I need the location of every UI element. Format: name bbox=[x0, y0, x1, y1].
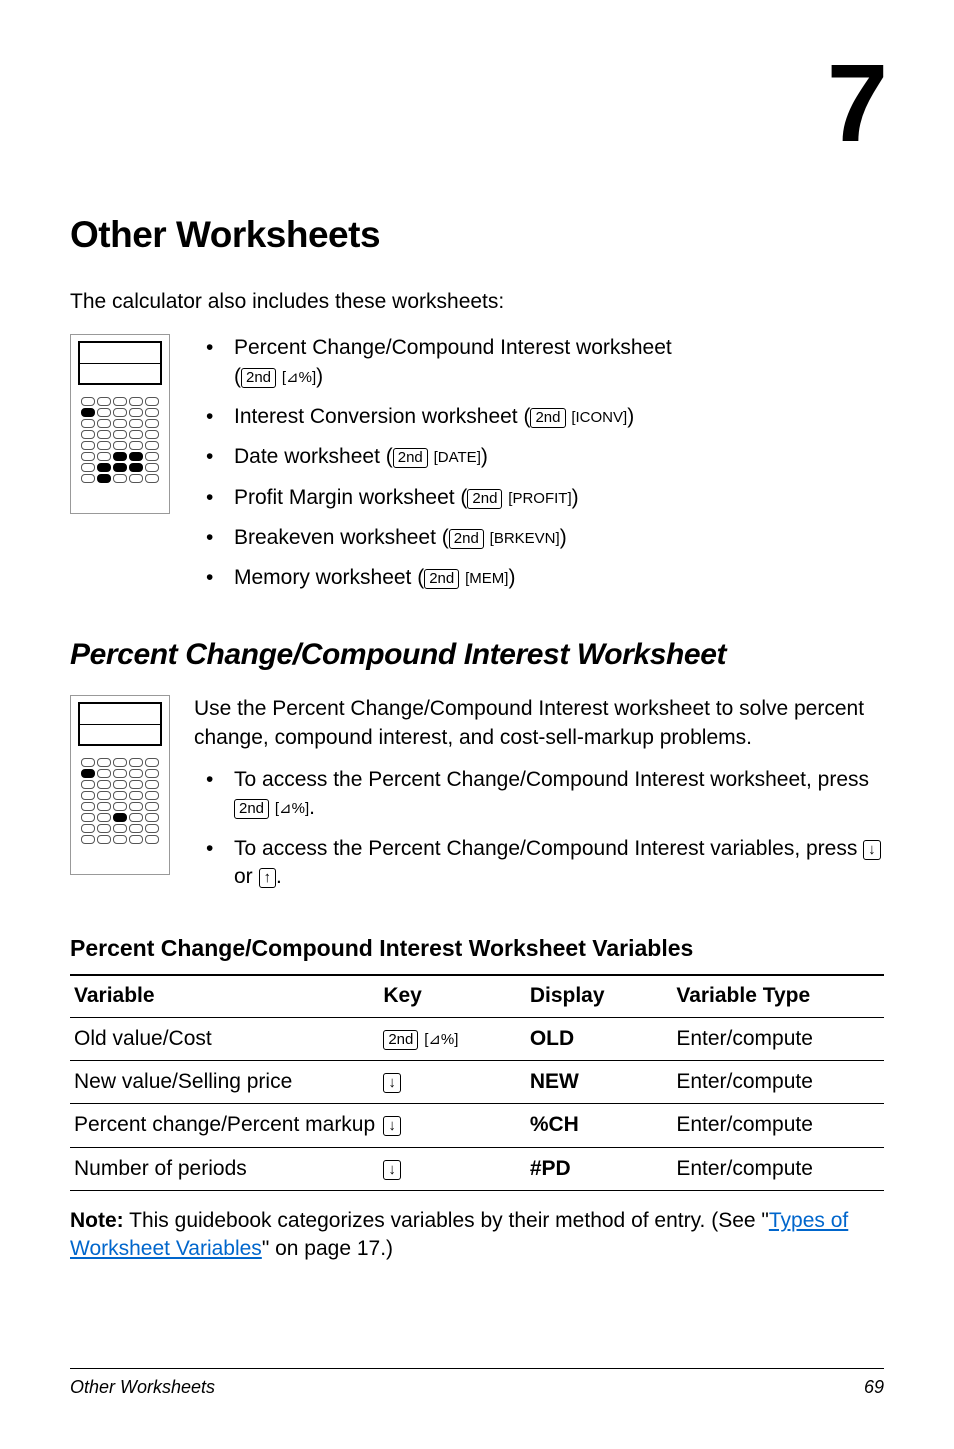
bullet-text: Profit Margin worksheet bbox=[234, 486, 460, 509]
note-label: Note: bbox=[70, 1209, 124, 1232]
key-function: ICONV bbox=[571, 409, 627, 427]
key-function: PROFIT bbox=[508, 490, 571, 508]
cell-variable: Old value/Cost bbox=[70, 1017, 379, 1060]
cell-variable: Number of periods bbox=[70, 1147, 379, 1190]
key-function: MEM bbox=[465, 570, 508, 588]
col-type: Variable Type bbox=[672, 975, 884, 1017]
key-2nd: 2nd bbox=[467, 489, 502, 509]
section-paragraph: Use the Percent Change/Compound Interest… bbox=[194, 695, 884, 752]
key-glyph: 2nd bbox=[383, 1030, 418, 1050]
table-row: Number of periods↓ #PDEnter/compute bbox=[70, 1147, 884, 1190]
list-item: Interest Conversion worksheet (2nd ICONV… bbox=[194, 403, 672, 431]
cell-display: %CH bbox=[526, 1104, 673, 1147]
cell-variable: Percent change/Percent markup bbox=[70, 1104, 379, 1147]
list-item: Memory worksheet (2nd MEM) bbox=[194, 564, 672, 592]
cell-type: Enter/compute bbox=[672, 1060, 884, 1103]
note-body: This guidebook categorizes variables by … bbox=[124, 1209, 769, 1232]
cell-variable: New value/Selling price bbox=[70, 1060, 379, 1103]
cell-type: Enter/compute bbox=[672, 1104, 884, 1147]
list-item: Percent Change/Compound Interest workshe… bbox=[194, 334, 672, 391]
key-2nd: 2nd bbox=[393, 448, 428, 468]
list-item: Date worksheet (2nd DATE) bbox=[194, 443, 672, 471]
key-2nd: 2nd bbox=[530, 408, 565, 428]
key-glyph: ↓ bbox=[863, 840, 881, 860]
key-function: ⊿% bbox=[424, 1031, 458, 1049]
key-glyph: ↓ bbox=[383, 1073, 401, 1093]
calculator-illustration-2 bbox=[70, 695, 170, 875]
list-item: To access the Percent Change/Compound In… bbox=[194, 835, 884, 892]
cell-display: OLD bbox=[526, 1017, 673, 1060]
bullet-text: Memory worksheet bbox=[234, 566, 417, 589]
section-heading: Percent Change/Compound Interest Workshe… bbox=[70, 635, 884, 676]
footer-title: Other Worksheets bbox=[70, 1375, 215, 1399]
cell-key: ↓ bbox=[379, 1104, 526, 1147]
key-function: BRKEVN bbox=[490, 530, 560, 548]
cell-display: NEW bbox=[526, 1060, 673, 1103]
note-paragraph: Note: This guidebook categorizes variabl… bbox=[70, 1207, 884, 1264]
bullet-text: Interest Conversion worksheet bbox=[234, 405, 523, 428]
col-variable: Variable bbox=[70, 975, 379, 1017]
key-2nd: 2nd bbox=[424, 569, 459, 589]
bullet-text: Percent Change/Compound Interest workshe… bbox=[234, 336, 672, 359]
key-function: ⊿% bbox=[282, 369, 316, 387]
intro-text: The calculator also includes these works… bbox=[70, 288, 884, 316]
list-item: Profit Margin worksheet (2nd PROFIT) bbox=[194, 484, 672, 512]
section-bullets: To access the Percent Change/Compound In… bbox=[194, 766, 884, 891]
col-key: Key bbox=[379, 975, 526, 1017]
key-function: DATE bbox=[434, 449, 481, 467]
table-row: New value/Selling price↓ NEWEnter/compute bbox=[70, 1060, 884, 1103]
key-2nd: 2nd bbox=[241, 368, 276, 388]
table-row: Percent change/Percent markup↓ %CHEnter/c… bbox=[70, 1104, 884, 1147]
calculator-illustration-1 bbox=[70, 334, 170, 514]
key-2nd: 2nd bbox=[449, 529, 484, 549]
cell-type: Enter/compute bbox=[672, 1017, 884, 1060]
chapter-number: 7 bbox=[827, 30, 884, 179]
page-title: Other Worksheets bbox=[70, 210, 884, 260]
page-number: 69 bbox=[864, 1375, 884, 1399]
list-item: Breakeven worksheet (2nd BRKEVN) bbox=[194, 524, 672, 552]
key-glyph: ↓ bbox=[383, 1160, 401, 1180]
table-row: Old value/Cost2nd ⊿%OLDEnter/compute bbox=[70, 1017, 884, 1060]
key-glyph: ↑ bbox=[259, 868, 277, 888]
key-glyph: ↓ bbox=[383, 1116, 401, 1136]
bullet-text: Breakeven worksheet bbox=[234, 526, 442, 549]
note-tail: " on page 17.) bbox=[262, 1237, 393, 1260]
list-item: To access the Percent Change/Compound In… bbox=[194, 766, 884, 823]
variables-heading: Percent Change/Compound Interest Workshe… bbox=[70, 933, 884, 964]
worksheet-list: Percent Change/Compound Interest workshe… bbox=[194, 334, 672, 604]
cell-key: ↓ bbox=[379, 1060, 526, 1103]
bullet-text: Date worksheet bbox=[234, 445, 386, 468]
cell-key: 2nd ⊿% bbox=[379, 1017, 526, 1060]
cell-type: Enter/compute bbox=[672, 1147, 884, 1190]
cell-display: #PD bbox=[526, 1147, 673, 1190]
variables-table: Variable Key Display Variable Type Old v… bbox=[70, 974, 884, 1191]
key-glyph: 2nd bbox=[234, 799, 269, 819]
cell-key: ↓ bbox=[379, 1147, 526, 1190]
key-function: ⊿% bbox=[275, 800, 309, 818]
col-display: Display bbox=[526, 975, 673, 1017]
